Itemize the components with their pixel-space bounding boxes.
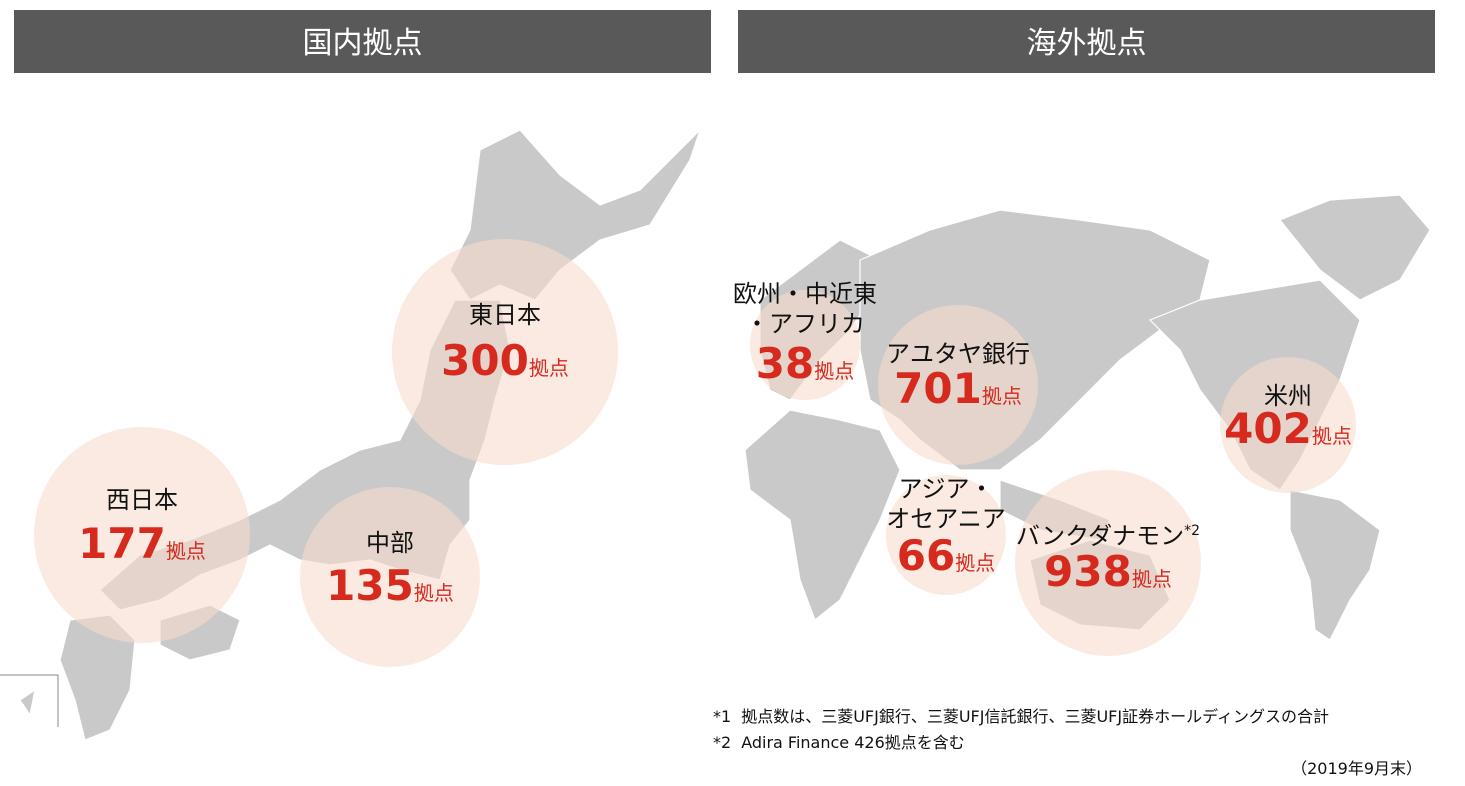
region-name-line: 米州 bbox=[1264, 382, 1312, 410]
region-name-line: 西日本 bbox=[106, 486, 178, 514]
region-bubble bbox=[300, 487, 480, 667]
region-name: アユタヤ銀行 bbox=[886, 340, 1030, 368]
region-name-line: ・アフリカ bbox=[745, 310, 865, 338]
region-name: 中部 bbox=[366, 529, 414, 557]
region-name-line: アジア・ bbox=[898, 475, 993, 503]
region-count: 938拠点 bbox=[1044, 547, 1172, 596]
note-mark: *2 bbox=[1184, 523, 1200, 539]
region-name-line: 東日本 bbox=[469, 301, 541, 329]
count-value: 938 bbox=[1044, 547, 1132, 596]
region-name: 欧州・中近東・アフリカ bbox=[733, 280, 877, 338]
region-name-line: 中部 bbox=[366, 529, 414, 557]
panel-title: 海外拠点 bbox=[1027, 26, 1147, 61]
count-value: 402 bbox=[1224, 404, 1312, 453]
region-name: バンクダナモン*2 bbox=[1016, 522, 1200, 550]
region-count: 300拠点 bbox=[441, 336, 569, 385]
footnote-mark: *1 bbox=[713, 707, 731, 726]
region-count: 135拠点 bbox=[326, 561, 454, 610]
bubbles bbox=[34, 239, 1356, 667]
region-bubble bbox=[34, 427, 250, 643]
panel-header bbox=[14, 10, 711, 73]
count-unit: 拠点 bbox=[414, 581, 454, 605]
count-value: 135 bbox=[326, 561, 414, 610]
region-name: 西日本 bbox=[106, 486, 178, 514]
count-unit: 拠点 bbox=[166, 539, 206, 563]
region-count: 177拠点 bbox=[78, 519, 206, 568]
region-bubble bbox=[392, 239, 618, 465]
region-bubble bbox=[750, 290, 860, 400]
footnote-text: Adira Finance 426拠点を含む bbox=[741, 733, 965, 752]
region-name-line: バンクダナモン bbox=[1016, 522, 1184, 550]
count-unit: 拠点 bbox=[1312, 424, 1352, 448]
count-value: 177 bbox=[78, 519, 166, 568]
footnote: *1 拠点数は、三菱UFJ銀行、三菱UFJ信託銀行、三菱UFJ証券ホールディングス… bbox=[713, 707, 1329, 726]
region-bubble bbox=[1015, 470, 1201, 656]
region-bubble bbox=[878, 305, 1038, 465]
footnote-text: 拠点数は、三菱UFJ銀行、三菱UFJ信託銀行、三菱UFJ証券ホールディングスの合… bbox=[741, 707, 1329, 726]
footnote: *2 Adira Finance 426拠点を含む bbox=[713, 733, 965, 752]
region-name-line: 欧州・中近東 bbox=[733, 280, 877, 308]
region-name-line: オセアニア bbox=[886, 505, 1006, 533]
region-count: 38拠点 bbox=[756, 339, 854, 388]
count-value: 38 bbox=[756, 339, 814, 388]
count-unit: 拠点 bbox=[529, 356, 569, 380]
region-bubble bbox=[886, 475, 1006, 595]
region-count: 402拠点 bbox=[1224, 404, 1352, 453]
count-unit: 拠点 bbox=[955, 551, 995, 575]
count-unit: 拠点 bbox=[814, 359, 854, 383]
region-name: 米州 bbox=[1264, 382, 1312, 410]
count-value: 66 bbox=[897, 531, 955, 580]
region-count: 701拠点 bbox=[894, 364, 1022, 413]
panel-header bbox=[738, 10, 1435, 73]
footnote-mark: *2 bbox=[713, 733, 731, 752]
date: （2019年9月末） bbox=[1291, 759, 1422, 778]
region-name: 東日本 bbox=[469, 301, 541, 329]
region-bubble bbox=[1220, 357, 1356, 493]
region-count: 66拠点 bbox=[897, 531, 995, 580]
count-value: 300 bbox=[441, 336, 529, 385]
count-unit: 拠点 bbox=[982, 384, 1022, 408]
panel-title: 国内拠点 bbox=[303, 26, 423, 61]
region-name-line: アユタヤ銀行 bbox=[886, 340, 1030, 368]
count-unit: 拠点 bbox=[1132, 567, 1172, 591]
region-name: アジア・オセアニア bbox=[886, 475, 1006, 533]
count-value: 701 bbox=[894, 364, 982, 413]
